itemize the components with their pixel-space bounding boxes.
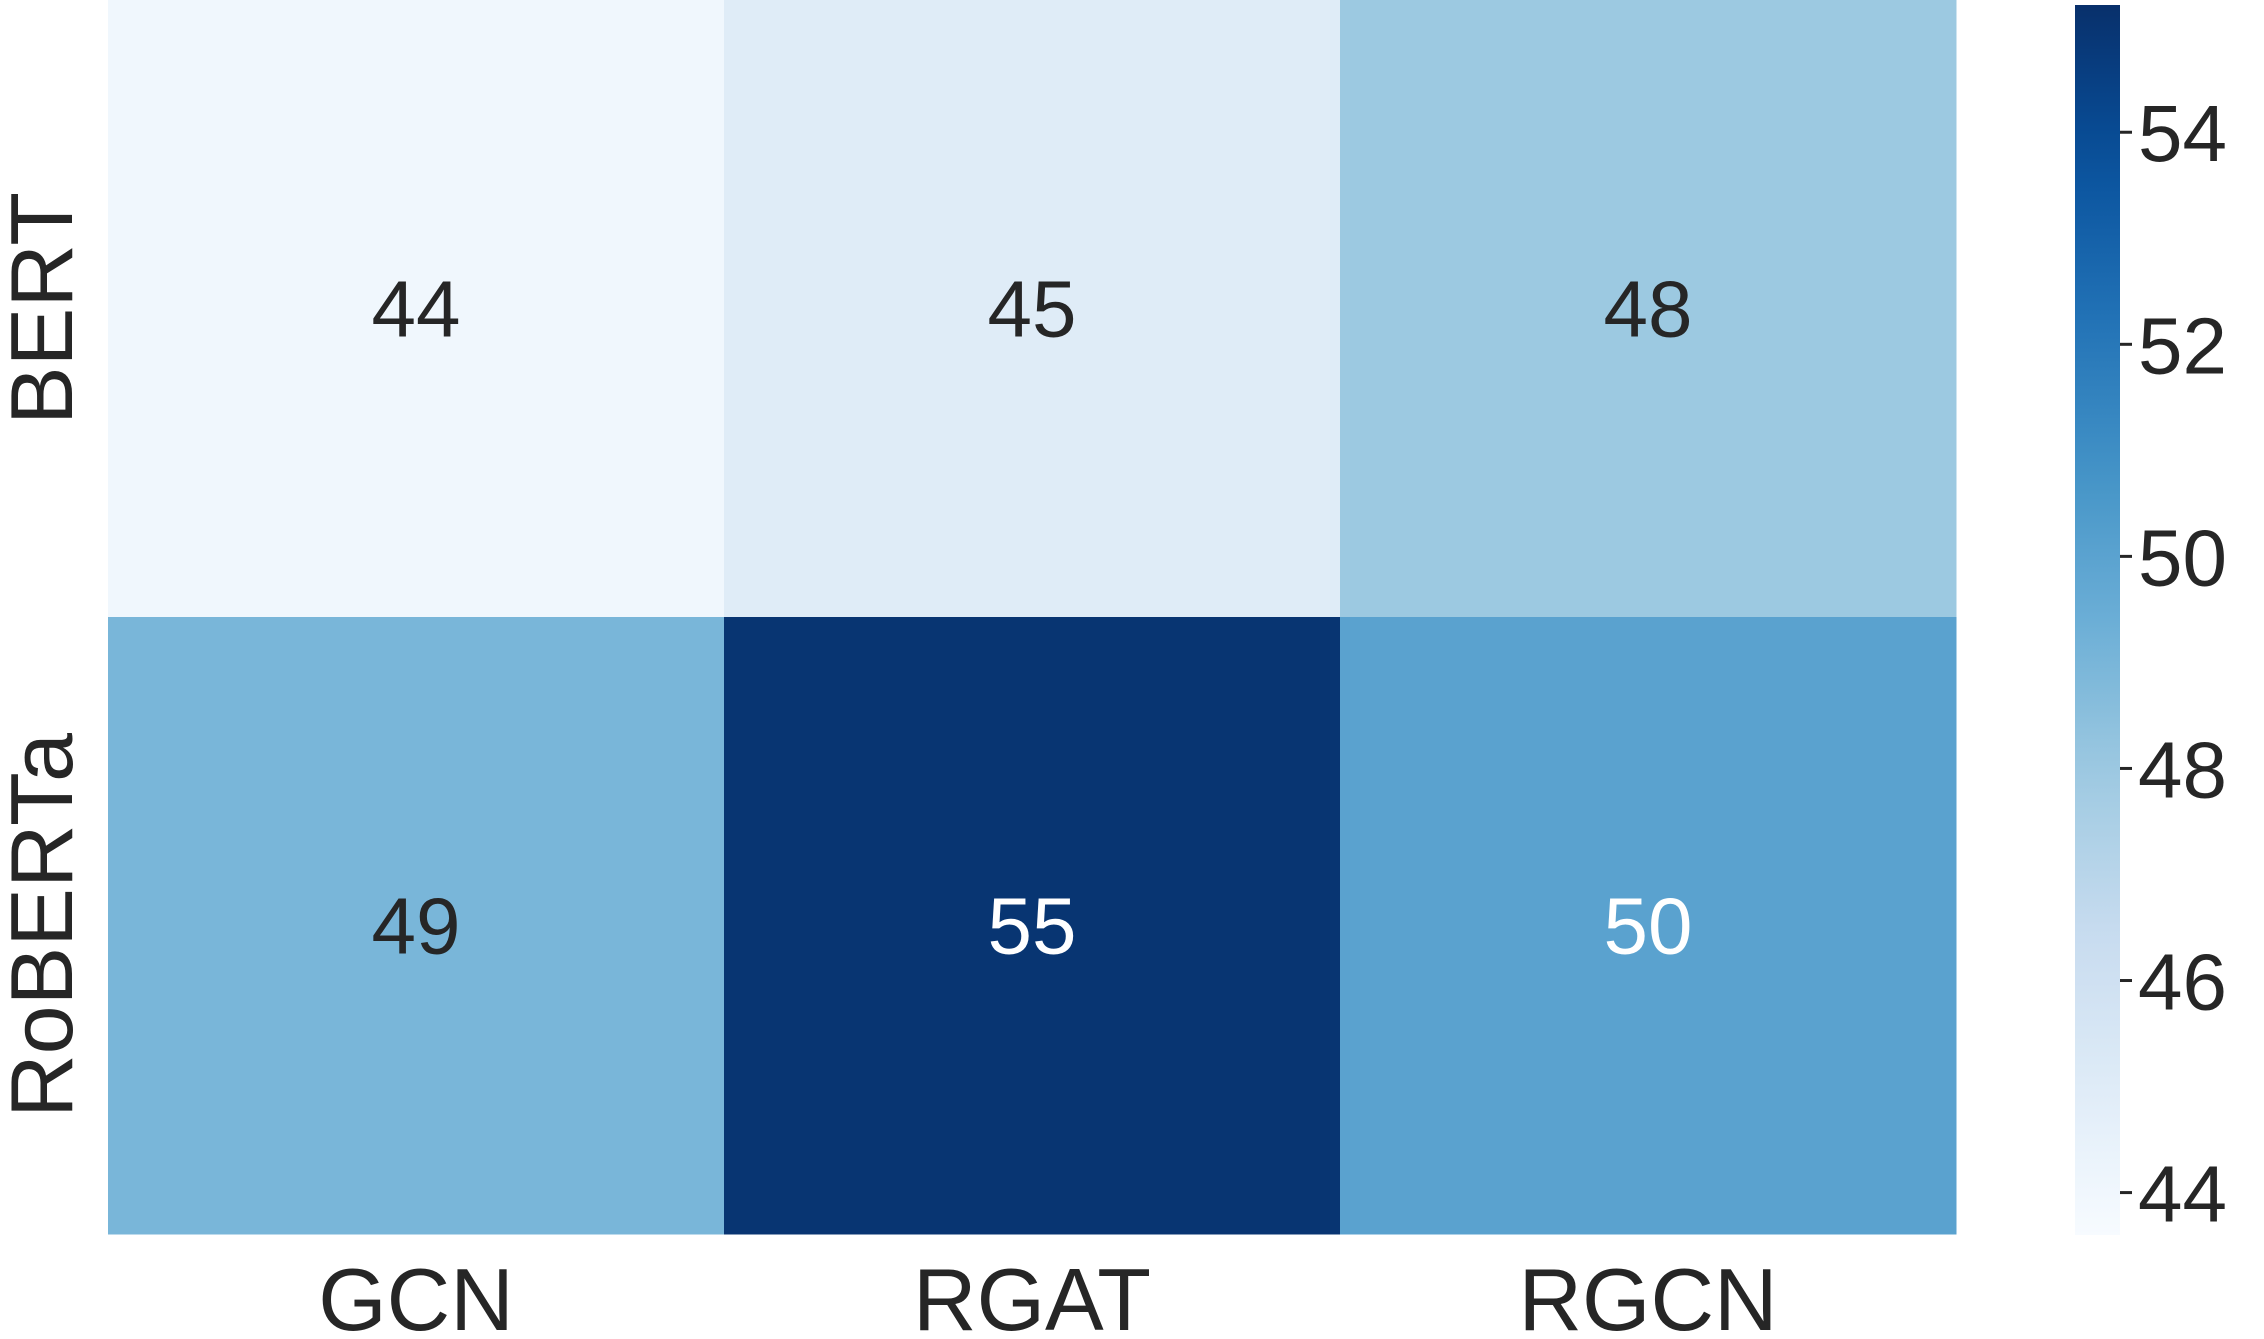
y-tick-label: RoBERTa bbox=[0, 733, 91, 1118]
cell-value-label: 45 bbox=[988, 265, 1077, 354]
colorbar-tick-label: 52 bbox=[2138, 301, 2227, 390]
heatmap-cell-labels: 44 45 48 49 55 50 bbox=[372, 265, 1693, 971]
heatmap-cell-BERT-RGCN bbox=[1340, 0, 1957, 618]
cell-value-label: 48 bbox=[1604, 265, 1693, 354]
heatmap-cells bbox=[108, 0, 1957, 1235]
colorbar-gradient bbox=[2075, 5, 2120, 1235]
cell-value-label: 50 bbox=[1604, 882, 1693, 971]
colorbar-tick-label: 48 bbox=[2138, 725, 2227, 814]
cell-value-label: 44 bbox=[372, 265, 461, 354]
heatmap-cell-BERT-GCN bbox=[108, 0, 725, 618]
colorbar: 44 46 48 50 52 54 bbox=[2075, 5, 2227, 1239]
colorbar-tick-label: 54 bbox=[2138, 89, 2227, 178]
cell-value-label: 49 bbox=[372, 882, 461, 971]
heatmap-cell-BERT-RGAT bbox=[724, 0, 1341, 618]
x-tick-label: GCN bbox=[318, 1250, 514, 1334]
x-tick-label: RGCN bbox=[1518, 1250, 1777, 1334]
y-axis-tick-labels: BERT RoBERTa bbox=[0, 192, 91, 1118]
x-tick-label: RGAT bbox=[913, 1250, 1151, 1334]
colorbar-tick-label: 46 bbox=[2138, 938, 2227, 1027]
heatmap-cell-RoBERTa-RGCN bbox=[1340, 617, 1957, 1235]
heatmap-cell-RoBERTa-RGAT bbox=[724, 617, 1341, 1235]
x-axis-tick-labels: GCN RGAT RGCN bbox=[318, 1250, 1777, 1339]
heatmap-cell-RoBERTa-GCN bbox=[108, 617, 725, 1235]
colorbar-tick-label: 44 bbox=[2138, 1150, 2227, 1239]
cell-value-label: 55 bbox=[988, 882, 1077, 971]
colorbar-tick-label: 50 bbox=[2138, 513, 2227, 602]
y-tick-label: BERT bbox=[0, 192, 91, 425]
